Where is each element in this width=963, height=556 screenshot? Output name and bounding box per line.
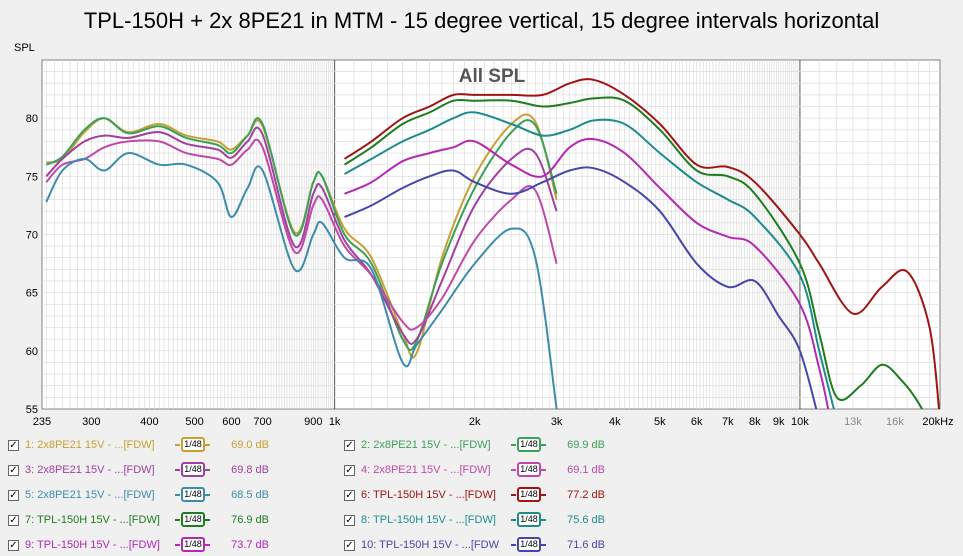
legend-value: 75.6 dB bbox=[567, 514, 605, 526]
legend-value: 68.5 dB bbox=[231, 489, 269, 501]
legend-value: 69.8 dB bbox=[231, 464, 269, 476]
x-tick-label: 7k bbox=[722, 416, 734, 428]
legend-series-name: 9: TPL-150H 15V - ...[FDW] bbox=[25, 539, 160, 551]
x-tick-label: 8k bbox=[749, 416, 761, 428]
chart-area: SPL 55 60 65 70 75 80 235 300 400 500 600 700 900 1k… bbox=[14, 42, 954, 428]
smoothing-button[interactable]: 1/48 bbox=[511, 537, 546, 553]
x-tick-label: 6k bbox=[691, 416, 703, 428]
series-line-7 bbox=[343, 96, 924, 409]
legend-checkbox[interactable]: ✓ bbox=[8, 539, 19, 551]
smoothing-button[interactable]: 1/48 bbox=[175, 462, 210, 478]
y-tick-labels: 55 60 65 70 75 80 bbox=[26, 113, 38, 416]
y-tick-label: 65 bbox=[26, 288, 38, 300]
series-lines bbox=[45, 78, 940, 409]
legend-value: 76.9 dB bbox=[231, 514, 269, 526]
legend-series-name: 3: 2x8PE21 15V - ...[FDW] bbox=[25, 464, 155, 476]
legend-checkbox[interactable]: ✓ bbox=[8, 439, 19, 451]
legend-checkbox[interactable]: ✓ bbox=[8, 514, 19, 526]
legend-value: 69.1 dB bbox=[567, 464, 605, 476]
smoothing-button[interactable]: 1/48 bbox=[511, 512, 546, 528]
legend-value: 77.2 dB bbox=[567, 489, 605, 501]
x-tick-label: 13k bbox=[844, 416, 862, 428]
legend-item[interactable]: ✓ 3: 2x8PE21 15V - ...[FDW] 1/48 69.8 dB bbox=[8, 461, 269, 479]
y-tick-label: 70 bbox=[26, 230, 38, 242]
series-line-9 bbox=[344, 137, 830, 409]
smoothing-button[interactable]: 1/48 bbox=[175, 537, 210, 553]
legend-item[interactable]: ✓ 5: 2x8PE21 15V - ...[FDW] 1/48 68.5 dB bbox=[8, 486, 269, 504]
legend-series-name: 2: 2x8PE21 15V - ...[FDW] bbox=[361, 439, 491, 451]
series-line-3 bbox=[45, 126, 558, 345]
x-tick-label: 700 bbox=[253, 416, 271, 428]
x-tick-label: 2k bbox=[469, 416, 481, 428]
legend-value: 69.0 dB bbox=[231, 439, 269, 451]
x-tick-label: 3k bbox=[551, 416, 563, 428]
grid bbox=[42, 60, 940, 409]
smoothing-button[interactable]: 1/48 bbox=[511, 437, 546, 453]
legend-series-name: 1: 2x8PE21 15V - ...[FDW] bbox=[25, 439, 155, 451]
smoothing-button[interactable]: 1/48 bbox=[175, 512, 210, 528]
x-tick-label: 235 bbox=[33, 416, 51, 428]
legend-item[interactable]: ✓ 1: 2x8PE21 15V - ...[FDW] 1/48 69.0 dB bbox=[8, 436, 269, 454]
legend-series-name: 6: TPL-150H 15V - ...[FDW] bbox=[361, 489, 496, 501]
series-line-2 bbox=[45, 117, 558, 351]
x-tick-label: 400 bbox=[140, 416, 158, 428]
legend-checkbox[interactable]: ✓ bbox=[8, 489, 19, 501]
legend-item[interactable]: ✓ 2: 2x8PE21 15V - ...[FDW] 1/48 69.9 dB bbox=[344, 436, 605, 454]
legend-series-name: 4: 2x8PE21 15V - ...[FDW] bbox=[361, 464, 491, 476]
chart-title: TPL-150H + 2x 8PE21 in MTM - 15 degree v… bbox=[83, 8, 880, 33]
smoothing-button[interactable]: 1/48 bbox=[511, 487, 546, 503]
legend-item[interactable]: ✓ 4: 2x8PE21 15V - ...[FDW] 1/48 69.1 dB bbox=[344, 461, 605, 479]
legend-value: 71.6 dB bbox=[567, 539, 605, 551]
legend-item[interactable]: ✓ 10: TPL-150H 15V - ...[FDW 1/48 71.6 d… bbox=[344, 536, 605, 554]
x-tick-label: 300 bbox=[82, 416, 100, 428]
plot-inner-title: All SPL bbox=[459, 66, 526, 87]
legend-value: 69.9 dB bbox=[567, 439, 605, 451]
x-tick-label: 4k bbox=[609, 416, 621, 428]
legend-checkbox[interactable]: ✓ bbox=[8, 464, 19, 476]
legend-value: 73.7 dB bbox=[231, 539, 269, 551]
legend-checkbox[interactable]: ✓ bbox=[344, 439, 355, 451]
legend-item[interactable]: ✓ 8: TPL-150H 15V - ...[FDW] 1/48 75.6 d… bbox=[344, 511, 605, 529]
legend-series-name: 5: 2x8PE21 15V - ...[FDW] bbox=[25, 489, 155, 501]
legend-checkbox[interactable]: ✓ bbox=[344, 514, 355, 526]
y-axis-label: SPL bbox=[14, 42, 35, 54]
x-tick-labels: 235 300 400 500 600 700 900 1k 2k 3k 4k 5k 6k 7k 8k 9k 1… bbox=[33, 416, 954, 428]
x-tick-label: 1k bbox=[329, 416, 341, 428]
y-tick-label: 80 bbox=[26, 113, 38, 125]
x-tick-label: 10k bbox=[791, 416, 809, 428]
smoothing-button[interactable]: 1/48 bbox=[175, 487, 210, 503]
legend-item[interactable]: ✓ 6: TPL-150H 15V - ...[FDW] 1/48 77.2 d… bbox=[344, 486, 605, 504]
series-line-10 bbox=[344, 166, 818, 409]
x-tick-label: 5k bbox=[654, 416, 666, 428]
x-tick-label: 900 bbox=[304, 416, 322, 428]
series-line-8 bbox=[344, 111, 835, 409]
smoothing-button[interactable]: 1/48 bbox=[511, 462, 546, 478]
y-tick-label: 60 bbox=[26, 346, 38, 358]
legend-series-name: 8: TPL-150H 15V - ...[FDW] bbox=[361, 514, 496, 526]
x-tick-label: 20kHz bbox=[922, 416, 953, 428]
smoothing-button[interactable]: 1/48 bbox=[175, 437, 210, 453]
legend-item[interactable]: ✓ 7: TPL-150H 15V - ...[FDW] 1/48 76.9 d… bbox=[8, 511, 269, 529]
legend-item[interactable]: ✓ 9: TPL-150H 15V - ...[FDW] 1/48 73.7 d… bbox=[8, 536, 269, 554]
x-tick-label: 16k bbox=[886, 416, 904, 428]
x-tick-label: 9k bbox=[773, 416, 785, 428]
legend-series-name: 10: TPL-150H 15V - ...[FDW bbox=[361, 539, 499, 551]
series-line-4 bbox=[45, 138, 558, 331]
legend-checkbox[interactable]: ✓ bbox=[344, 464, 355, 476]
y-tick-label: 55 bbox=[26, 404, 38, 416]
legend-checkbox[interactable]: ✓ bbox=[344, 489, 355, 501]
series-line-6 bbox=[343, 78, 940, 409]
legend-checkbox[interactable]: ✓ bbox=[344, 539, 355, 551]
legend-series-name: 7: TPL-150H 15V - ...[FDW] bbox=[25, 514, 160, 526]
x-tick-label: 600 bbox=[222, 416, 240, 428]
x-tick-label: 500 bbox=[185, 416, 203, 428]
y-tick-label: 75 bbox=[26, 171, 38, 183]
series-line-5 bbox=[45, 152, 558, 409]
